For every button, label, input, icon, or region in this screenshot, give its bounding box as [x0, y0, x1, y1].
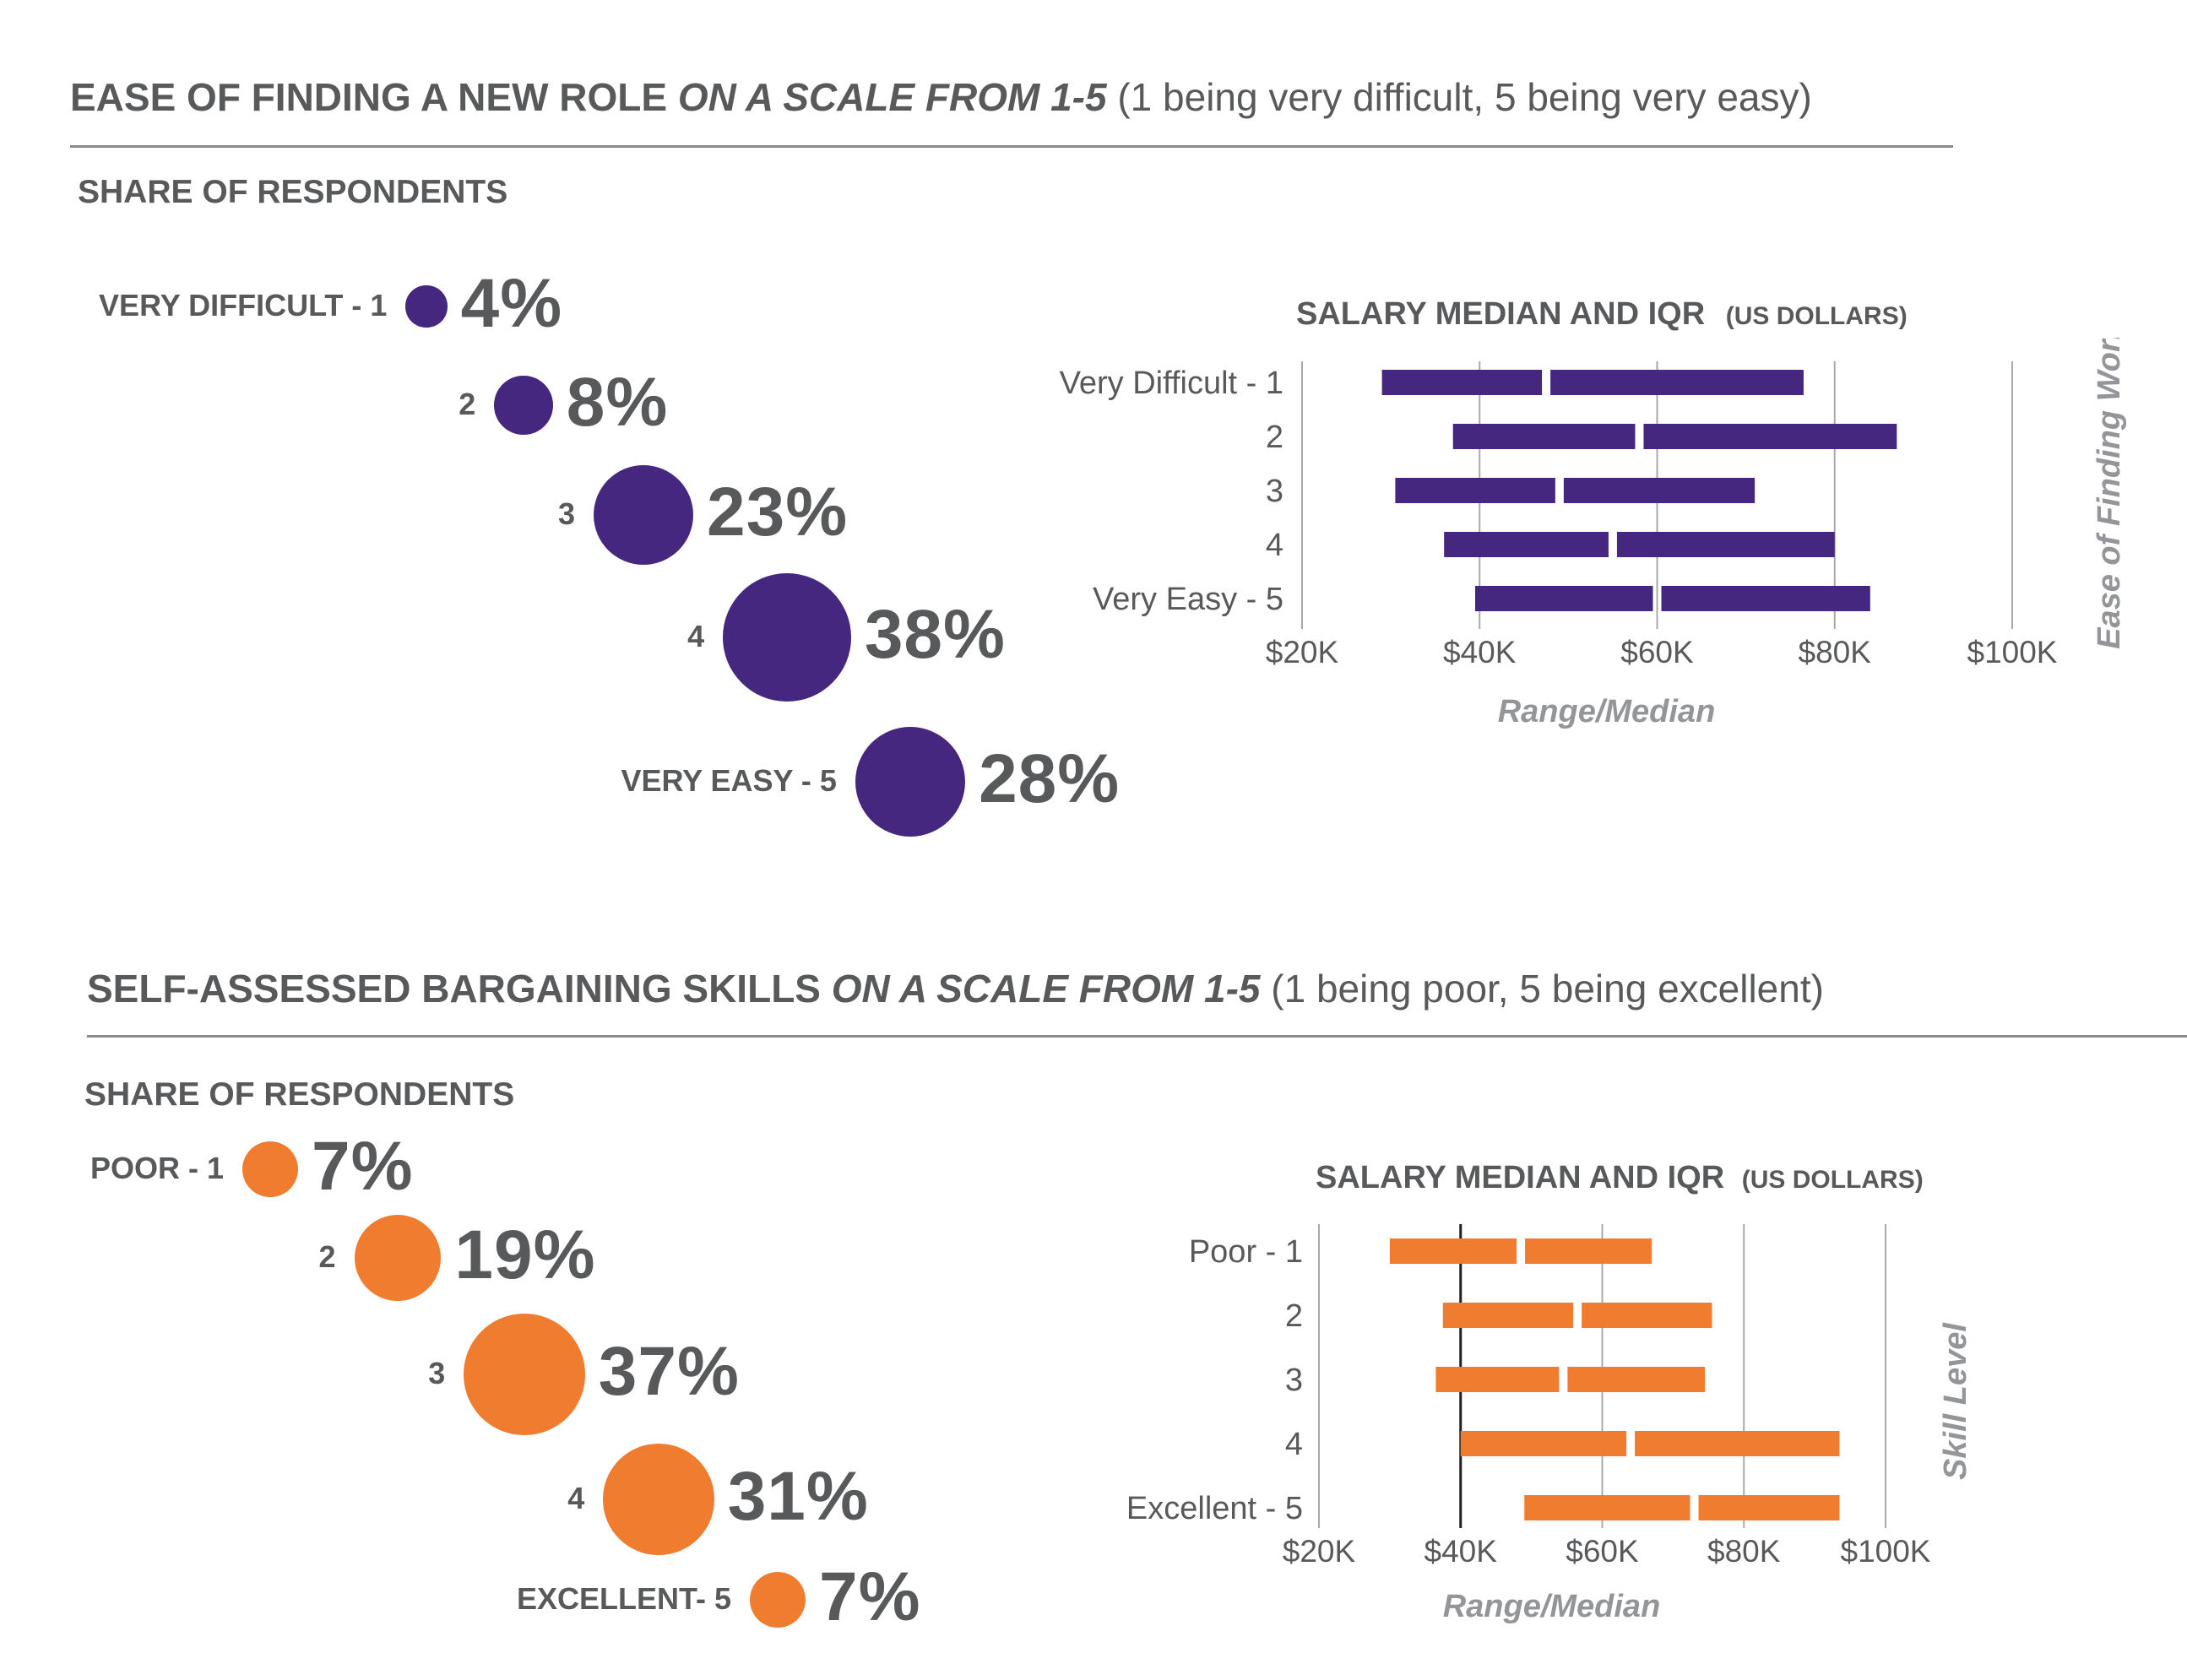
iqr-bar-lower — [1474, 586, 1653, 611]
section2-bubble-5 — [750, 1572, 806, 1628]
section1-bubble-2 — [494, 376, 553, 435]
section1-title-main: EASE OF FINDING A NEW ROLE — [70, 75, 668, 119]
iqr-bar-upper — [1550, 370, 1804, 395]
section2-bubble-4 — [603, 1444, 714, 1555]
section1-bubble-pct-5: 28% — [979, 740, 1121, 817]
x-tick-label: $40K — [1425, 1534, 1498, 1569]
section2-bubble-pct-5: 7% — [819, 1558, 921, 1635]
x-axis-label: Range/Median — [1443, 1589, 1661, 1624]
section2-bubble-pct-1: 7% — [312, 1128, 414, 1205]
category-label: 2 — [1285, 1298, 1303, 1334]
section1-bubble-label-5: VERY EASY - 5 — [621, 763, 837, 798]
section1-salary-chart: $20K $40K $60K $80K $100K Very Difficult - 1 2… — [1060, 338, 2127, 729]
category-label: 2 — [1266, 420, 1283, 455]
section1-divider — [70, 145, 1953, 148]
section2-title: SELF-ASSESSED BARGAINING SKILLS ON A SCA… — [87, 966, 1824, 1011]
iqr-bar-upper — [1567, 1367, 1706, 1392]
section2-bubble-label-2: 2 — [318, 1239, 336, 1274]
iqr-bar-upper — [1643, 424, 1897, 449]
section1-bubble-pct-1: 4% — [460, 265, 563, 342]
section1-title-scale: ON A SCALE FROM 1-5 — [677, 75, 1107, 119]
category-label: Very Easy - 5 — [1093, 582, 1283, 617]
section2-bubble-pct-4: 31% — [727, 1458, 869, 1535]
section2-bubble-pct-2: 19% — [454, 1217, 596, 1293]
section2-bubble-label-1: POOR - 1 — [90, 1151, 224, 1185]
x-tick-label: $60K — [1620, 635, 1694, 669]
category-label: Poor - 1 — [1189, 1234, 1303, 1270]
section1-bubble-pct-2: 8% — [566, 364, 669, 441]
section2-bubble-label-4: 4 — [567, 1481, 585, 1515]
section1-bubble-1 — [405, 285, 448, 328]
x-tick-label: $20K — [1283, 1534, 1356, 1569]
iqr-bar-lower — [1442, 1303, 1574, 1328]
section1-chart-title-main: SALARY MEDIAN AND IQR — [1296, 296, 1706, 332]
category-label: 3 — [1285, 1363, 1303, 1398]
section1-title: EASE OF FINDING A NEW ROLE ON A SCALE FR… — [70, 74, 1812, 120]
iqr-bar-lower — [1452, 424, 1636, 449]
section2-chart-title-main: SALARY MEDIAN AND IQR — [1316, 1160, 1725, 1195]
section1-share-label: SHARE OF RESPONDENTS — [78, 174, 508, 210]
section2-bubble-label-3: 3 — [428, 1356, 446, 1390]
iqr-bar-upper — [1616, 532, 1835, 557]
iqr-bar-lower — [1395, 478, 1555, 503]
x-tick-label: $100K — [1967, 635, 2058, 669]
iqr-bar-upper — [1582, 1303, 1712, 1328]
x-tick-label: $80K — [1799, 635, 1872, 669]
section1-chart-title: SALARY MEDIAN AND IQR (US DOLLARS) — [1296, 296, 1908, 333]
section1-bubble-5 — [855, 726, 966, 837]
iqr-bar-lower — [1460, 1431, 1627, 1456]
category-label: 4 — [1266, 528, 1283, 563]
iqr-bar-upper — [1661, 586, 1870, 611]
section2-bubble-1 — [242, 1141, 298, 1197]
iqr-bar-upper — [1698, 1495, 1840, 1520]
section1-bubble-label-4: 4 — [687, 619, 705, 653]
section1-bubble-label-1: VERY DIFFICULT - 1 — [99, 288, 388, 322]
iqr-bar-lower — [1444, 532, 1609, 557]
iqr-bar-upper — [1525, 1238, 1652, 1264]
iqr-bar-lower — [1389, 1238, 1517, 1264]
section2-bubble-3 — [464, 1314, 585, 1435]
section2-title-note: (1 being poor, 5 being excellent) — [1271, 967, 1824, 1011]
section2-chart-title: SALARY MEDIAN AND IQR (US DOLLARS) — [1316, 1160, 1924, 1196]
x-axis-label: Range/Median — [1498, 694, 1716, 729]
section2-bubble-label-5: EXCELLENT- 5 — [516, 1581, 731, 1616]
section1-bubble-pct-4: 38% — [864, 596, 1006, 673]
y-axis-label: Skill Level — [1938, 1322, 1973, 1480]
category-label: 3 — [1266, 474, 1283, 509]
section2-share-label: SHARE OF RESPONDENTS — [84, 1076, 515, 1113]
category-label: 4 — [1285, 1427, 1303, 1462]
section1-title-note: (1 being very difficult, 5 being very ea… — [1117, 75, 1812, 119]
section2-chart-title-unit: (US DOLLARS) — [1741, 1166, 1924, 1194]
section2-salary-chart: $20K $40K $60K $80K $100K Poor - 1 2 3 4 Excellen… — [1126, 1224, 1973, 1624]
section2-title-scale: ON A SCALE FROM 1-5 — [831, 967, 1261, 1011]
section2-bubble-pct-3: 37% — [598, 1333, 740, 1410]
x-tick-label: $20K — [1266, 635, 1339, 669]
section2-divider — [87, 1035, 2187, 1038]
section1-bubble-3 — [594, 465, 693, 565]
iqr-bar-lower — [1524, 1495, 1690, 1520]
section1-bubble-label-3: 3 — [557, 496, 576, 531]
section1-bubble-pct-3: 23% — [706, 474, 849, 550]
section2-bubble-2 — [354, 1214, 442, 1302]
section2-title-main: SELF-ASSESSED BARGAINING SKILLS — [87, 967, 821, 1011]
iqr-bar-lower — [1381, 370, 1543, 395]
category-label: Excellent - 5 — [1126, 1491, 1303, 1526]
section1-chart-title-unit: (US DOLLARS) — [1725, 302, 1908, 330]
x-tick-label: $80K — [1707, 1534, 1781, 1569]
y-axis-label: Ease of Finding Work — [2092, 338, 2127, 649]
x-tick-label: $40K — [1443, 635, 1517, 669]
iqr-bar-upper — [1563, 478, 1756, 503]
iqr-bar-upper — [1635, 1431, 1840, 1456]
x-tick-label: $100K — [1841, 1534, 1931, 1569]
iqr-bar-lower — [1435, 1367, 1560, 1392]
category-label: Very Difficult - 1 — [1060, 366, 1283, 401]
section1-bubble-label-2: 2 — [459, 387, 476, 421]
x-tick-label: $60K — [1566, 1534, 1639, 1569]
section1-bubble-4 — [723, 573, 851, 702]
